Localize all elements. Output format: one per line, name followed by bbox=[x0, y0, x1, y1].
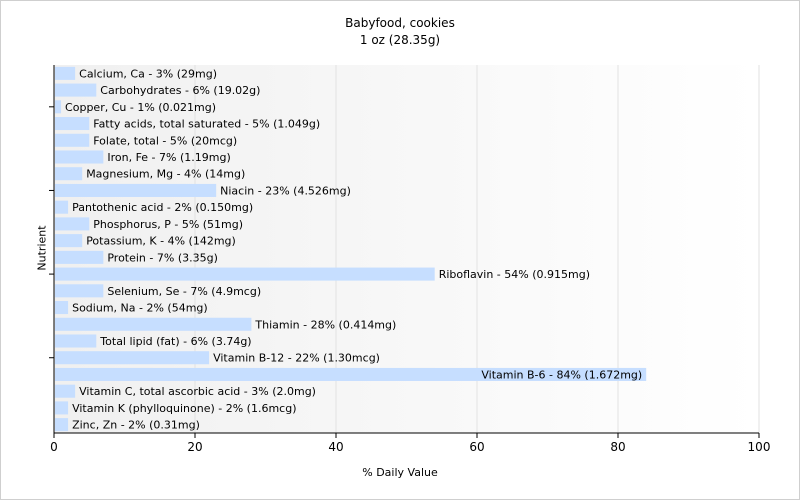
bar-label: Riboflavin - 54% (0.915mg) bbox=[439, 268, 590, 281]
x-tick-label: 20 bbox=[187, 440, 202, 454]
bar bbox=[55, 200, 69, 214]
bar bbox=[55, 284, 104, 298]
bar-label: Phosphorus, P - 5% (51mg) bbox=[93, 218, 243, 231]
bar bbox=[55, 351, 210, 365]
bar-label: Vitamin C, total ascorbic acid - 3% (2.0… bbox=[79, 385, 316, 398]
bar-label: Iron, Fe - 7% (1.19mg) bbox=[107, 151, 230, 164]
x-tick-label: 100 bbox=[748, 440, 771, 454]
chart-subtitle: 1 oz (28.35g) bbox=[359, 33, 441, 47]
bar bbox=[55, 66, 76, 80]
bar-label: Vitamin B-6 - 84% (1.672mg) bbox=[481, 368, 642, 381]
bar bbox=[55, 167, 83, 181]
bar bbox=[55, 183, 217, 197]
bar-label: Vitamin K (phylloquinone) - 2% (1.6mcg) bbox=[72, 402, 296, 415]
bar-label: Zinc, Zn - 2% (0.31mg) bbox=[72, 419, 200, 432]
bar-label: Sodium, Na - 2% (54mg) bbox=[72, 302, 208, 315]
bar bbox=[55, 301, 69, 315]
bar-label: Total lipid (fat) - 6% (3.74g) bbox=[99, 335, 251, 348]
bar-label: Fatty acids, total saturated - 5% (1.049… bbox=[93, 118, 320, 131]
bar-label: Folate, total - 5% (20mcg) bbox=[93, 134, 237, 147]
bar bbox=[55, 401, 69, 415]
bar bbox=[55, 250, 104, 264]
x-tick-label: 40 bbox=[328, 440, 343, 454]
x-axis-label: % Daily Value bbox=[362, 466, 438, 479]
bar-label: Calcium, Ca - 3% (29mg) bbox=[79, 67, 217, 80]
bar-label: Carbohydrates - 6% (19.02g) bbox=[100, 84, 260, 97]
bar bbox=[55, 83, 97, 97]
bar bbox=[55, 234, 83, 248]
bar bbox=[55, 133, 90, 147]
x-tick-label: 60 bbox=[469, 440, 484, 454]
bar-label: Selenium, Se - 7% (4.9mcg) bbox=[107, 285, 261, 298]
bar-label: Vitamin B-12 - 22% (1.30mcg) bbox=[213, 352, 380, 365]
bar-label: Protein - 7% (3.35g) bbox=[107, 251, 218, 264]
chart-title: Babyfood, cookies bbox=[345, 16, 455, 30]
bar bbox=[55, 317, 252, 331]
bar bbox=[55, 334, 97, 348]
bar bbox=[55, 367, 647, 381]
bar-label: Pantothenic acid - 2% (0.150mg) bbox=[72, 201, 253, 214]
bar bbox=[55, 217, 90, 231]
bar bbox=[55, 150, 104, 164]
bar-label: Copper, Cu - 1% (0.021mg) bbox=[65, 101, 216, 114]
bar-label: Thiamin - 28% (0.414mg) bbox=[254, 318, 396, 331]
bar bbox=[55, 418, 69, 432]
bar bbox=[55, 117, 90, 131]
y-axis-label: Nutrient bbox=[35, 225, 49, 271]
bar bbox=[55, 267, 435, 281]
bar-label: Potassium, K - 4% (142mg) bbox=[86, 235, 236, 248]
x-tick-label: 0 bbox=[50, 440, 58, 454]
bar bbox=[55, 100, 62, 114]
bar bbox=[55, 384, 76, 398]
x-tick-label: 80 bbox=[610, 440, 625, 454]
bar-label: Niacin - 23% (4.526mg) bbox=[220, 184, 351, 197]
bar-label: Magnesium, Mg - 4% (14mg) bbox=[86, 168, 245, 181]
